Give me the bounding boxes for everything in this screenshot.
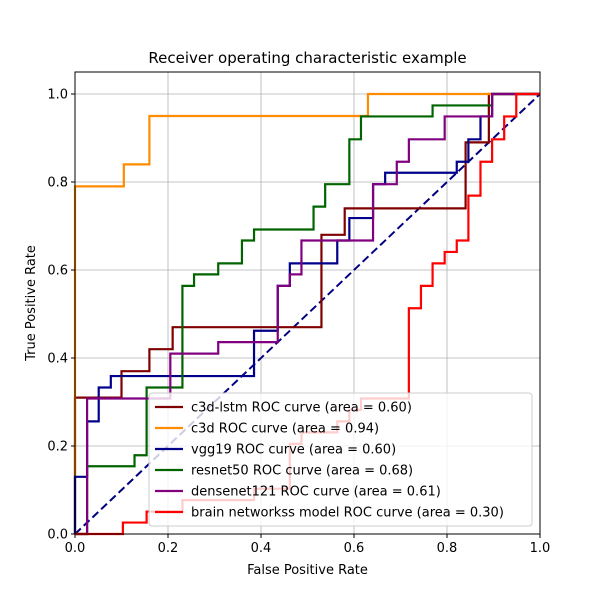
legend: c3d-lstm ROC curve (area = 0.60) c3d ROC … bbox=[148, 392, 533, 527]
chance-diagonal-line bbox=[74, 93, 541, 535]
legend-entry: c3d ROC curve (area = 0.94) bbox=[191, 422, 379, 437]
y-tick-label: 0.2 bbox=[47, 440, 68, 455]
y-tick-label: 0.8 bbox=[47, 176, 68, 191]
chart-title: Receiver operating characteristic exampl… bbox=[148, 49, 466, 67]
axis-ticks: 0.0 0.2 0.4 0.6 0.8 1.0 0.0 0.2 0.4 0.6 0.8 1.0 bbox=[47, 88, 550, 557]
legend-entry: vgg19 ROC curve (area = 0.60) bbox=[191, 443, 396, 458]
x-tick-label: 0.4 bbox=[251, 541, 272, 556]
x-tick-label: 0.2 bbox=[158, 541, 179, 556]
y-axis-label: True Positive Rate bbox=[24, 245, 39, 362]
y-tick-label: 0.0 bbox=[47, 528, 68, 543]
chance-diagonal bbox=[74, 93, 541, 535]
legend-entry: brain networkss model ROC curve (area = … bbox=[191, 506, 504, 521]
series-line-1 bbox=[73, 92, 540, 534]
x-tick-label: 1.0 bbox=[530, 541, 551, 556]
series-line-0 bbox=[73, 92, 540, 534]
legend-entry: resnet50 ROC curve (area = 0.68) bbox=[191, 464, 413, 479]
x-tick-label: 0.8 bbox=[437, 541, 458, 556]
series-line-4 bbox=[75, 92, 540, 536]
legend-box bbox=[148, 392, 533, 527]
y-tick-label: 0.4 bbox=[47, 352, 68, 367]
x-tick-label: 0.6 bbox=[344, 541, 365, 556]
y-tick-label: 1.0 bbox=[47, 88, 68, 103]
series-line-3 bbox=[75, 92, 540, 536]
legend-entry: c3d-lstm ROC curve (area = 0.60) bbox=[191, 401, 412, 416]
x-tick-label: 0.0 bbox=[65, 541, 86, 556]
plot-frame bbox=[74, 71, 541, 535]
x-axis-label: False Positive Rate bbox=[247, 563, 368, 578]
y-tick-label: 0.6 bbox=[47, 264, 68, 279]
legend-entry: densenet121 ROC curve (area = 0.61) bbox=[191, 485, 441, 500]
